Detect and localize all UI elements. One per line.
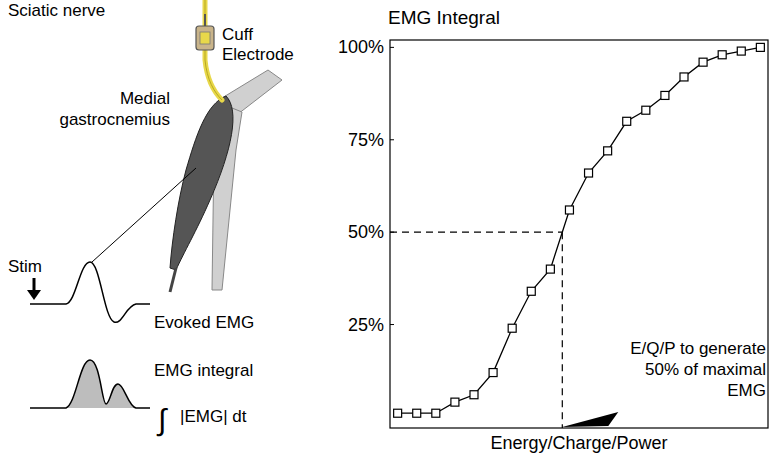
- label-emg-integral: EMG integral: [154, 361, 253, 380]
- annotation-h-line: [390, 232, 562, 233]
- data-point: [585, 169, 593, 177]
- data-point: [737, 47, 745, 55]
- y-axis-title: EMG Integral: [388, 7, 500, 28]
- x-axis-title: Energy/Charge/Power: [490, 433, 667, 453]
- y-tick-label: 25%: [348, 315, 384, 335]
- integral-symbol: ∫: [156, 403, 168, 437]
- data-point: [451, 398, 459, 406]
- stim-arrow-head: [27, 290, 41, 300]
- label-evoked-emg: Evoked EMG: [154, 313, 254, 332]
- annotation-text: E/Q/P to generate: [630, 339, 766, 358]
- data-point: [756, 43, 764, 51]
- plot-frame: [390, 40, 768, 428]
- data-point: [508, 324, 516, 332]
- data-line: [398, 47, 761, 413]
- label-cuff-electrode: Electrode: [222, 45, 294, 64]
- data-point: [394, 409, 402, 417]
- tendon: [170, 268, 176, 292]
- label-muscle: gastrocnemius: [59, 110, 170, 129]
- cuff-electrode: [196, 26, 214, 50]
- data-point: [413, 409, 421, 417]
- label-sciatic-nerve: Sciatic nerve: [8, 1, 105, 20]
- data-point: [432, 409, 440, 417]
- chart: 25% 50% 75% 100%EMG Integral Energy/Charge/P…: [338, 7, 768, 453]
- data-point: [489, 369, 497, 377]
- data-point: [699, 58, 707, 66]
- label-muscle: Medial: [120, 89, 170, 108]
- annotation-arrow: [562, 412, 618, 427]
- data-point: [527, 287, 535, 295]
- y-tick-label: 50%: [348, 222, 384, 242]
- y-tick: [390, 47, 394, 48]
- emg-integral-trace: [30, 360, 150, 408]
- annotation-v-line: [562, 232, 563, 428]
- y-tick-label: 100%: [338, 37, 384, 57]
- data-point: [718, 51, 726, 59]
- diagram: Sciatic nerve CuffElectrode Medial gastrocn…: [8, 0, 294, 437]
- data-point: [661, 91, 669, 99]
- annotation-text: 50% of maximal: [645, 360, 766, 379]
- y-tick: [390, 139, 394, 140]
- data-point: [565, 206, 573, 214]
- annotation-text: EMG: [727, 381, 766, 400]
- cuff-inner: [200, 32, 210, 44]
- data-point: [470, 391, 478, 399]
- evoked-emg-trace: [30, 262, 150, 322]
- data-point: [642, 106, 650, 114]
- label-cuff-electrode: Cuff: [222, 25, 253, 44]
- y-tick-label: 75%: [348, 130, 384, 150]
- data-point: [604, 147, 612, 155]
- formula-body: |EMG| dt: [180, 407, 247, 426]
- pointer-line: [92, 168, 196, 262]
- data-point: [623, 117, 631, 125]
- label-stim: Stim: [8, 257, 42, 276]
- y-tick: [390, 324, 394, 325]
- figure: Sciatic nerve CuffElectrode Medial gastrocn…: [0, 0, 771, 460]
- stim-arrow-shaft: [33, 278, 36, 292]
- electrode-lead: [204, 14, 206, 26]
- data-point: [546, 265, 554, 273]
- data-point: [680, 73, 688, 81]
